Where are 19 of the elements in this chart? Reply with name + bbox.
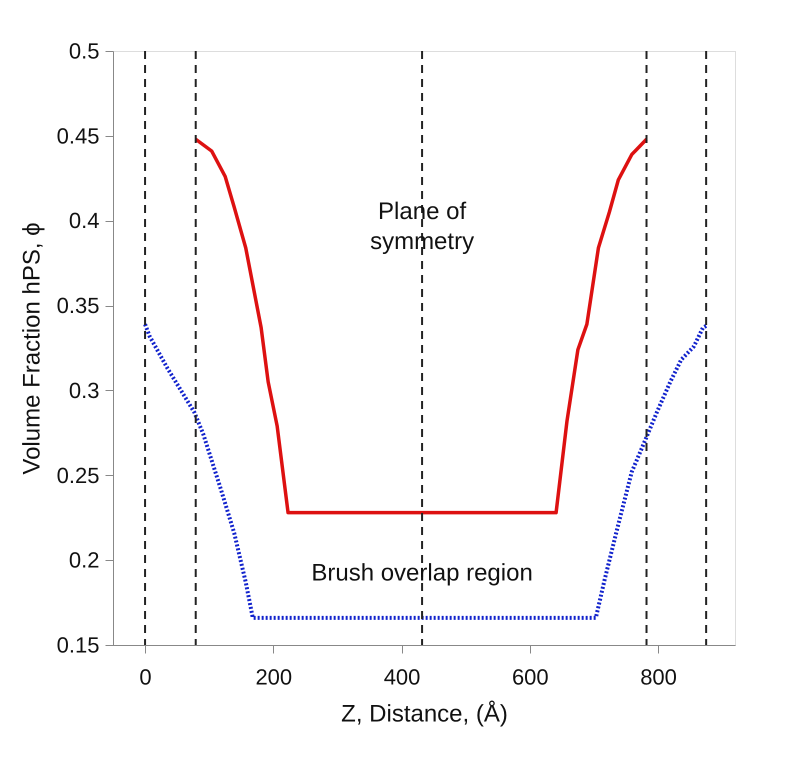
x-axis-title: Z, Distance, (Å) xyxy=(341,700,508,728)
annotation: Plane of symmetry xyxy=(370,198,474,256)
y-tick-label: 0.25 xyxy=(56,462,100,488)
x-tick-label: 200 xyxy=(255,664,292,690)
x-tick-label: 400 xyxy=(384,664,420,690)
x-tick-label: 0 xyxy=(139,664,152,690)
y-tick-label: 0.15 xyxy=(56,632,100,658)
x-tick-label: 800 xyxy=(640,664,677,690)
annotation: Brush overlap region xyxy=(311,560,533,587)
line-series xyxy=(194,138,648,514)
line-series xyxy=(143,322,708,620)
y-tick-label: 0.45 xyxy=(56,123,100,148)
y-axis-title: Volume Fraction hPS, ϕ xyxy=(18,222,46,475)
y-tick-label: 0.5 xyxy=(68,38,100,64)
x-tick-label: 600 xyxy=(512,664,549,690)
y-tick-label: 0.4 xyxy=(68,208,100,234)
y-tick-label: 0.35 xyxy=(56,293,100,318)
y-tick-label: 0.2 xyxy=(68,548,100,573)
y-tick-label: 0.3 xyxy=(68,378,100,403)
